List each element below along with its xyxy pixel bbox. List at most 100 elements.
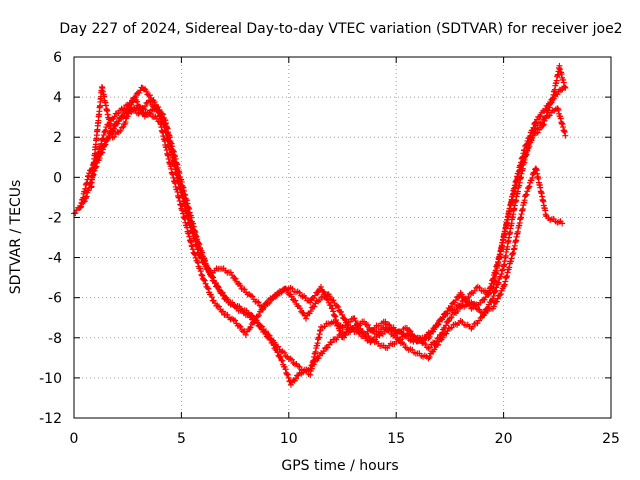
data-point — [541, 117, 548, 124]
data-point — [439, 330, 446, 337]
data-layer — [71, 62, 569, 388]
data-point — [493, 284, 500, 291]
data-point — [211, 300, 218, 307]
data-point — [330, 308, 337, 315]
data-point — [83, 193, 90, 200]
data-point — [324, 344, 331, 351]
data-point — [124, 113, 131, 120]
data-point — [137, 106, 144, 113]
data-point — [469, 323, 476, 330]
data-point — [137, 103, 144, 110]
data-point — [288, 293, 295, 300]
data-point — [282, 285, 289, 292]
data-point — [498, 271, 505, 278]
data-point — [100, 135, 107, 142]
data-point — [210, 297, 217, 304]
data-point — [148, 101, 155, 108]
data-point — [536, 113, 543, 120]
y-tick-label: -2 — [48, 210, 62, 226]
data-point — [266, 299, 273, 306]
data-point — [155, 109, 162, 116]
y-tick-label: -4 — [48, 251, 62, 267]
data-point — [558, 87, 565, 94]
data-point — [292, 375, 299, 382]
data-point — [241, 286, 248, 293]
data-point — [115, 118, 122, 125]
data-point — [134, 98, 141, 105]
data-point — [400, 341, 407, 348]
data-point — [95, 149, 102, 156]
data-point — [292, 297, 299, 304]
data-point — [255, 312, 262, 319]
data-point — [262, 328, 269, 335]
data-point — [191, 250, 198, 257]
data-point — [198, 255, 205, 262]
y-tick-label: 2 — [53, 130, 62, 146]
x-tick-label: 15 — [387, 431, 405, 447]
data-point — [458, 291, 465, 298]
data-point — [540, 121, 547, 128]
data-point — [524, 144, 531, 151]
data-point — [331, 312, 338, 319]
data-point — [422, 341, 429, 348]
data-point — [215, 303, 222, 310]
data-point — [117, 127, 124, 134]
y-axis-label: SDTVAR / TECUs — [8, 180, 24, 295]
data-point — [433, 338, 440, 345]
data-point — [102, 127, 109, 134]
data-point — [197, 253, 204, 260]
data-point — [211, 280, 218, 287]
data-point — [279, 357, 286, 364]
x-tick-label: 0 — [70, 431, 79, 447]
data-point — [482, 294, 489, 301]
x-tick-label: 25 — [602, 431, 620, 447]
data-point — [100, 132, 107, 139]
y-tick-label: -10 — [39, 371, 62, 387]
data-point — [360, 318, 367, 325]
data-point — [521, 154, 528, 161]
data-point — [326, 293, 333, 300]
data-point — [532, 119, 539, 126]
data-point — [539, 122, 546, 129]
data-point — [476, 306, 483, 313]
data-point — [118, 114, 125, 121]
data-point — [559, 220, 566, 227]
data-point — [365, 322, 372, 329]
data-point — [98, 140, 105, 147]
data-point — [192, 254, 199, 261]
data-point — [281, 349, 288, 356]
data-point — [139, 110, 146, 117]
data-point — [122, 119, 129, 126]
data-point — [490, 293, 497, 300]
y-tick-label: -6 — [48, 291, 62, 307]
data-point — [146, 97, 153, 104]
data-point — [334, 302, 341, 309]
data-point — [495, 279, 502, 286]
data-point — [523, 191, 530, 198]
data-point — [442, 322, 449, 329]
data-point — [492, 287, 499, 294]
data-point — [277, 353, 284, 360]
data-point — [200, 259, 207, 266]
data-point — [143, 88, 150, 95]
data-point — [549, 95, 556, 102]
data-point — [125, 110, 132, 117]
y-tick-label: -8 — [48, 331, 62, 347]
data-point — [297, 305, 304, 312]
data-point — [237, 282, 244, 289]
data-point — [202, 280, 209, 287]
data-point — [519, 161, 526, 168]
data-point — [257, 322, 264, 329]
data-point — [562, 84, 569, 91]
data-point — [431, 346, 438, 353]
data-point — [311, 303, 318, 310]
data-point — [215, 284, 222, 291]
series-track-4 — [88, 62, 569, 346]
data-point — [519, 158, 526, 165]
x-tick-label: 20 — [495, 431, 513, 447]
data-point — [385, 321, 392, 328]
data-point — [497, 291, 504, 298]
data-point — [158, 113, 165, 120]
data-point — [369, 327, 376, 334]
